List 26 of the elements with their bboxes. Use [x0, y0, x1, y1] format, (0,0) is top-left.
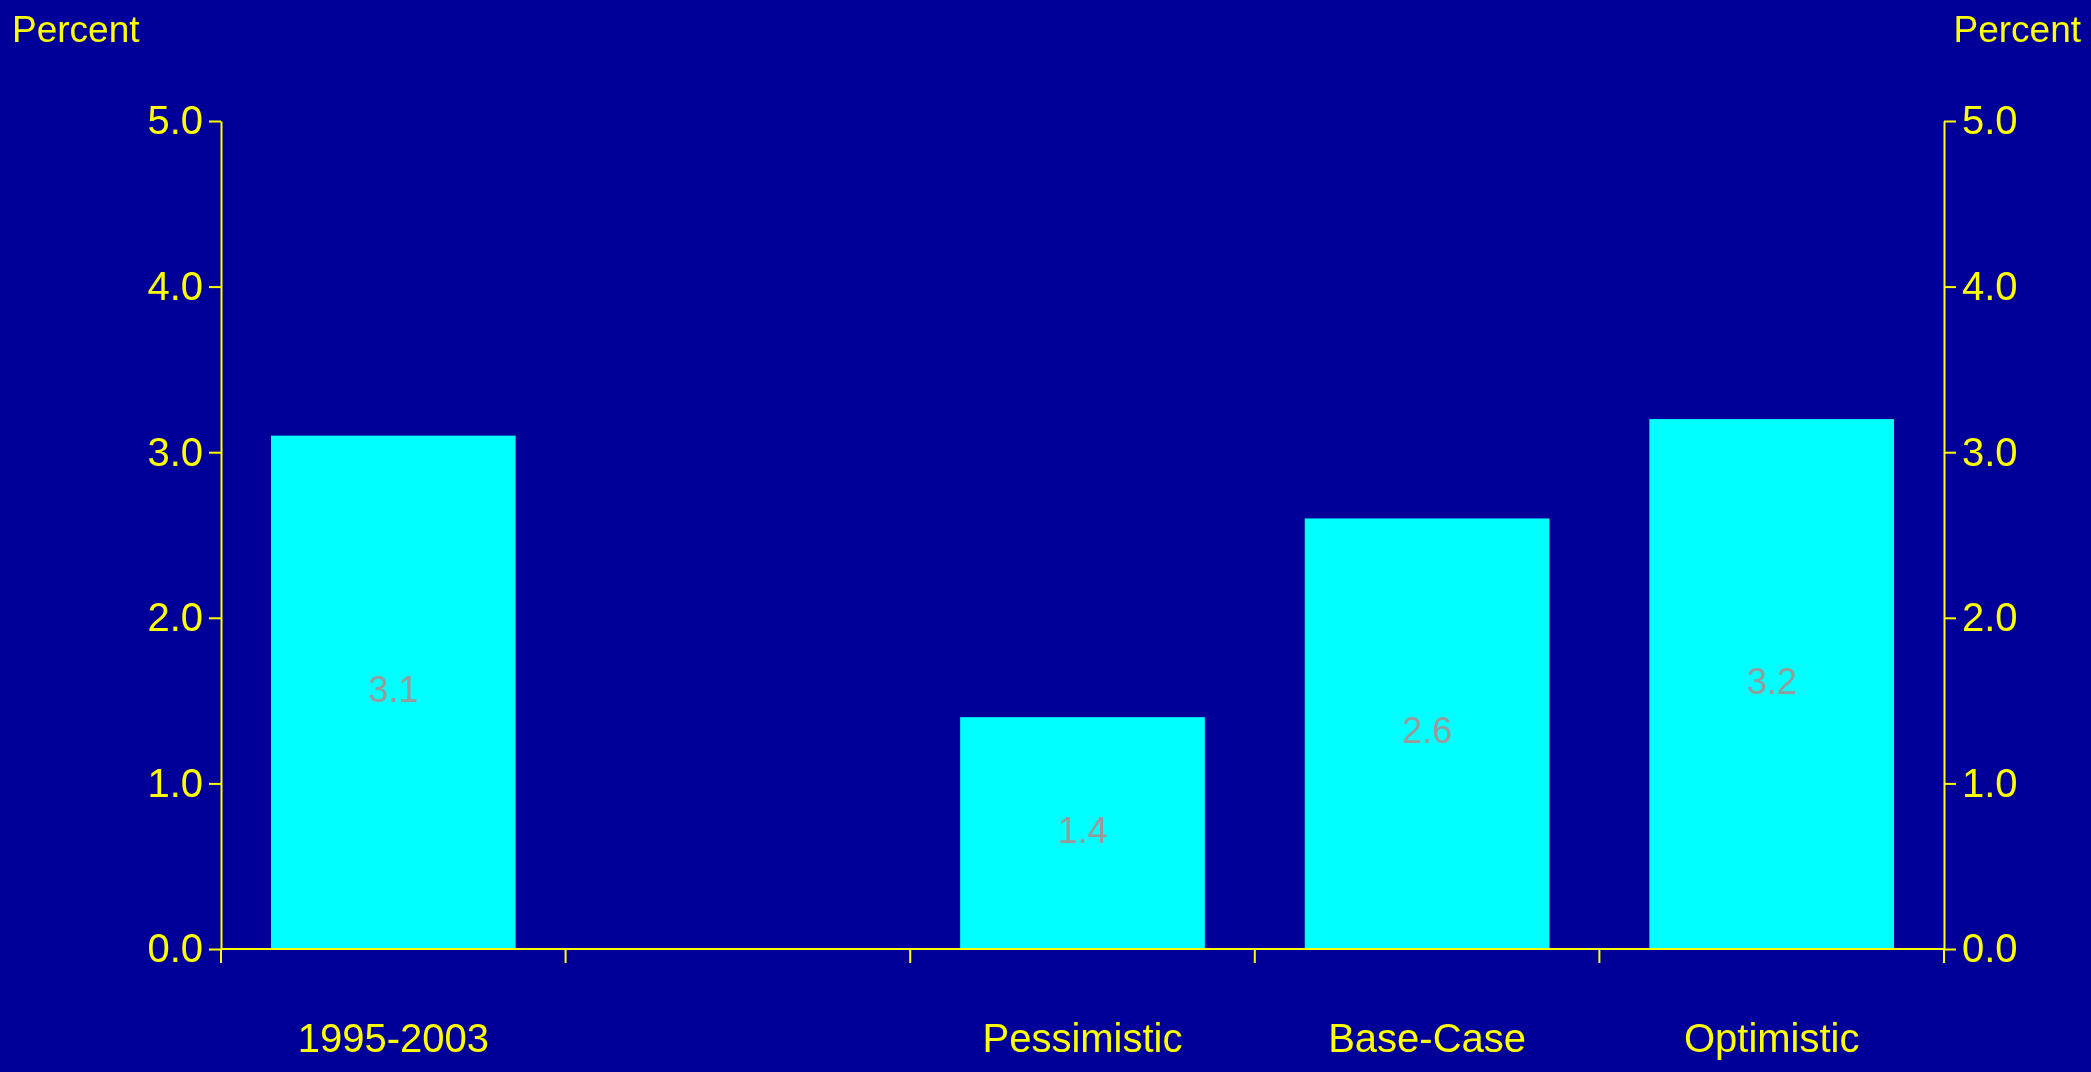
bar [960, 717, 1205, 949]
y-tick-label: 5.0 [147, 98, 203, 143]
data-label: 1.4 [1057, 809, 1108, 851]
y2-tick-label: 5.0 [1962, 98, 2018, 143]
y-tick-label: 1.0 [147, 760, 203, 805]
bar [1649, 419, 1895, 949]
x-tick-label: Base-Case [1328, 1016, 1527, 1060]
y-tick-label: 0.0 [147, 926, 203, 971]
x-tick-label: Optimistic [1683, 1016, 1860, 1060]
y2-axis-title: Percent [1953, 9, 2082, 50]
y2-tick-label: 3.0 [1962, 429, 2018, 474]
y2-tick-label: 2.0 [1962, 595, 2018, 640]
y2-tick-label: 0.0 [1962, 926, 2018, 971]
y2-tick-label: 1.0 [1962, 760, 2018, 805]
y-tick-label: 2.0 [147, 595, 203, 640]
data-label: 2.6 [1402, 710, 1453, 752]
y-axis-title: Percent [12, 9, 141, 50]
x-tick-label: Pessimistic [982, 1016, 1183, 1060]
data-label: 3.2 [1746, 660, 1797, 702]
y-tick-label: 3.0 [147, 429, 203, 474]
bar [270, 435, 516, 949]
data-label: 3.1 [368, 668, 419, 710]
y-tick-label: 4.0 [147, 263, 203, 308]
bar [1304, 518, 1550, 949]
y2-tick-label: 4.0 [1962, 263, 2018, 308]
x-tick-label: 1995-2003 [297, 1016, 489, 1060]
